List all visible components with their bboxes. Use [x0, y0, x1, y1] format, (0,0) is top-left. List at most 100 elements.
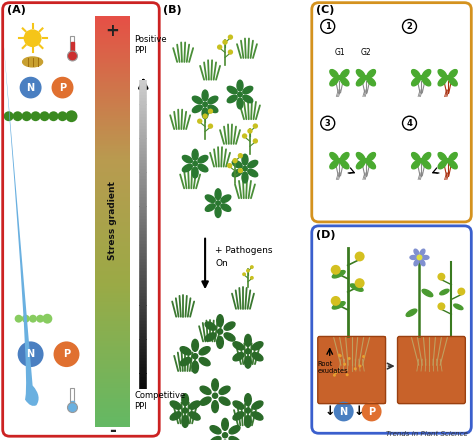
Bar [95, 112, 130, 114]
Ellipse shape [414, 259, 419, 266]
Bar [95, 404, 130, 405]
Circle shape [13, 111, 23, 121]
Bar [95, 63, 130, 65]
Bar [95, 111, 130, 113]
Bar [95, 208, 130, 210]
Bar [95, 228, 130, 231]
Circle shape [4, 111, 14, 121]
Ellipse shape [340, 77, 349, 86]
Ellipse shape [356, 77, 365, 86]
Circle shape [337, 158, 342, 163]
Bar [95, 307, 130, 308]
Bar [95, 349, 130, 351]
Bar [95, 204, 130, 206]
Bar [95, 408, 130, 409]
Bar [95, 265, 130, 267]
Ellipse shape [245, 416, 251, 427]
Ellipse shape [170, 401, 181, 409]
Ellipse shape [182, 155, 192, 163]
Bar [95, 235, 130, 237]
Bar [95, 362, 130, 364]
Bar [95, 49, 130, 51]
Circle shape [419, 158, 424, 163]
Bar [95, 289, 130, 291]
Text: P: P [63, 349, 70, 359]
Text: (D): (D) [316, 230, 335, 240]
Circle shape [15, 315, 23, 323]
Bar [95, 319, 130, 320]
Bar [95, 392, 130, 394]
Bar [95, 65, 130, 66]
Bar [95, 263, 130, 264]
Circle shape [245, 407, 251, 414]
Bar [95, 45, 130, 47]
Bar [95, 238, 130, 240]
Ellipse shape [205, 195, 215, 202]
Text: N: N [27, 83, 35, 93]
Circle shape [445, 158, 450, 163]
Ellipse shape [449, 69, 457, 78]
Ellipse shape [406, 309, 417, 316]
Circle shape [24, 29, 42, 47]
Bar [95, 123, 130, 125]
Bar [95, 101, 130, 103]
Bar [95, 372, 130, 374]
Bar [95, 294, 130, 296]
Ellipse shape [242, 172, 248, 183]
Ellipse shape [420, 249, 425, 255]
Bar [95, 105, 130, 107]
Bar [95, 168, 130, 170]
Bar [95, 201, 130, 203]
Bar [95, 414, 130, 416]
Bar [95, 189, 130, 190]
Bar [95, 191, 130, 194]
Bar [71, 42, 73, 54]
Bar [95, 280, 130, 282]
Bar [95, 241, 130, 243]
Ellipse shape [23, 57, 43, 67]
Bar [71, 388, 74, 405]
Text: 2: 2 [407, 22, 412, 31]
Bar [95, 33, 130, 35]
Ellipse shape [189, 412, 200, 420]
Bar [95, 209, 130, 211]
Circle shape [457, 287, 465, 295]
Ellipse shape [340, 161, 349, 169]
Circle shape [242, 134, 247, 139]
Bar [95, 198, 130, 200]
Bar [95, 237, 130, 239]
Bar [95, 51, 130, 53]
Ellipse shape [245, 394, 251, 406]
Circle shape [250, 265, 254, 269]
Circle shape [253, 123, 258, 129]
Ellipse shape [200, 397, 211, 405]
Bar [95, 135, 130, 138]
Bar [95, 323, 130, 325]
Bar [95, 331, 130, 333]
Ellipse shape [182, 164, 192, 172]
Bar [95, 52, 130, 54]
Bar [95, 59, 130, 61]
Ellipse shape [410, 255, 417, 259]
Bar [95, 144, 130, 146]
Circle shape [358, 364, 362, 368]
Ellipse shape [330, 153, 338, 161]
Bar [95, 57, 130, 59]
Ellipse shape [438, 153, 447, 161]
Ellipse shape [205, 333, 216, 341]
Ellipse shape [438, 161, 447, 169]
Bar [95, 55, 130, 57]
Circle shape [253, 138, 258, 144]
Bar [95, 156, 130, 158]
Bar [95, 210, 130, 213]
Bar [95, 149, 130, 151]
Circle shape [334, 402, 354, 421]
Circle shape [182, 407, 189, 414]
Bar [95, 390, 130, 392]
Ellipse shape [182, 394, 189, 406]
Circle shape [227, 163, 232, 168]
Circle shape [67, 51, 77, 61]
Text: 3: 3 [325, 119, 330, 128]
Circle shape [36, 315, 44, 323]
Circle shape [363, 158, 369, 163]
